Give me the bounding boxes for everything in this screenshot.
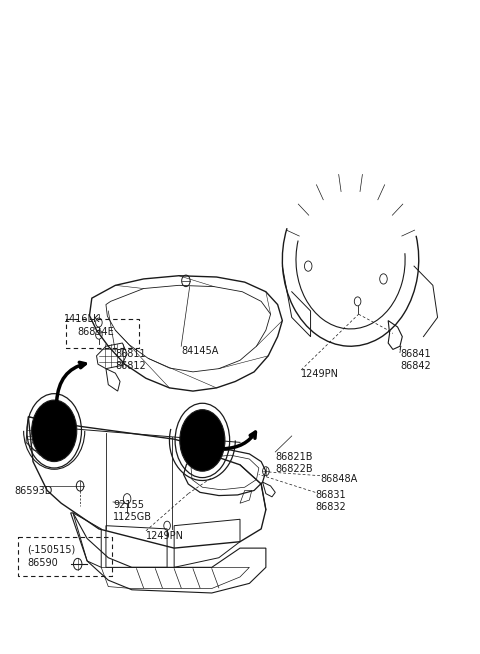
Text: 84145A: 84145A <box>181 346 218 356</box>
Text: 86834E: 86834E <box>78 327 114 337</box>
Text: 86811
86812: 86811 86812 <box>115 349 146 371</box>
Text: 86831
86832: 86831 86832 <box>315 490 346 512</box>
Text: 1416LK: 1416LK <box>63 314 100 324</box>
Circle shape <box>180 409 225 472</box>
Text: 1249PN: 1249PN <box>146 531 184 541</box>
Text: 86593D: 86593D <box>14 486 53 496</box>
Text: (-150515): (-150515) <box>27 545 76 555</box>
Text: 1249PN: 1249PN <box>301 369 339 379</box>
Text: 92155
1125GB: 92155 1125GB <box>113 500 152 522</box>
Text: 86841
86842: 86841 86842 <box>400 349 431 371</box>
Circle shape <box>32 400 77 462</box>
Text: 86848A: 86848A <box>320 474 357 485</box>
Text: 86590: 86590 <box>27 558 58 568</box>
Bar <box>18 537 112 576</box>
Text: 86821B
86822B: 86821B 86822B <box>275 452 313 473</box>
Bar <box>66 319 139 348</box>
